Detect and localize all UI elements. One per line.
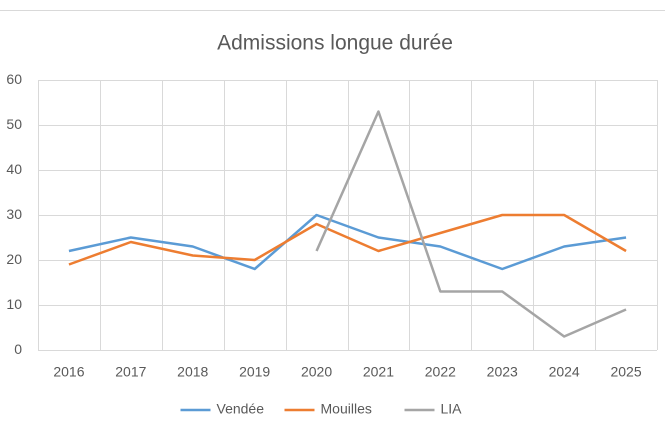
x-tick-label: 2021	[363, 364, 394, 380]
y-tick-label: 60	[6, 71, 22, 87]
x-tick-label: 2018	[177, 364, 208, 380]
legend-label: Vendée	[217, 401, 265, 417]
x-tick-label: 2016	[53, 364, 84, 380]
x-tick-label: 2022	[425, 364, 456, 380]
series-line	[68, 213, 627, 271]
y-tick-label: 0	[14, 341, 22, 357]
series-line	[315, 110, 627, 338]
y-tick-label: 40	[6, 161, 22, 177]
y-tick-label: 10	[6, 296, 22, 312]
y-tick-label: 50	[6, 116, 22, 132]
legend-label: Mouilles	[321, 401, 372, 417]
x-tick-label: 2019	[239, 364, 270, 380]
chart-title: Admissions longue durée	[217, 32, 453, 55]
x-tick-label: 2025	[610, 364, 641, 380]
y-tick-label: 20	[6, 251, 22, 267]
x-tick-label: 2020	[301, 364, 332, 380]
series-line	[68, 213, 627, 266]
x-tick-label: 2024	[549, 364, 580, 380]
y-tick-label: 30	[6, 206, 22, 222]
x-tick-label: 2017	[115, 364, 146, 380]
x-tick-label: 2023	[487, 364, 518, 380]
legend-label: LIA	[441, 401, 463, 417]
